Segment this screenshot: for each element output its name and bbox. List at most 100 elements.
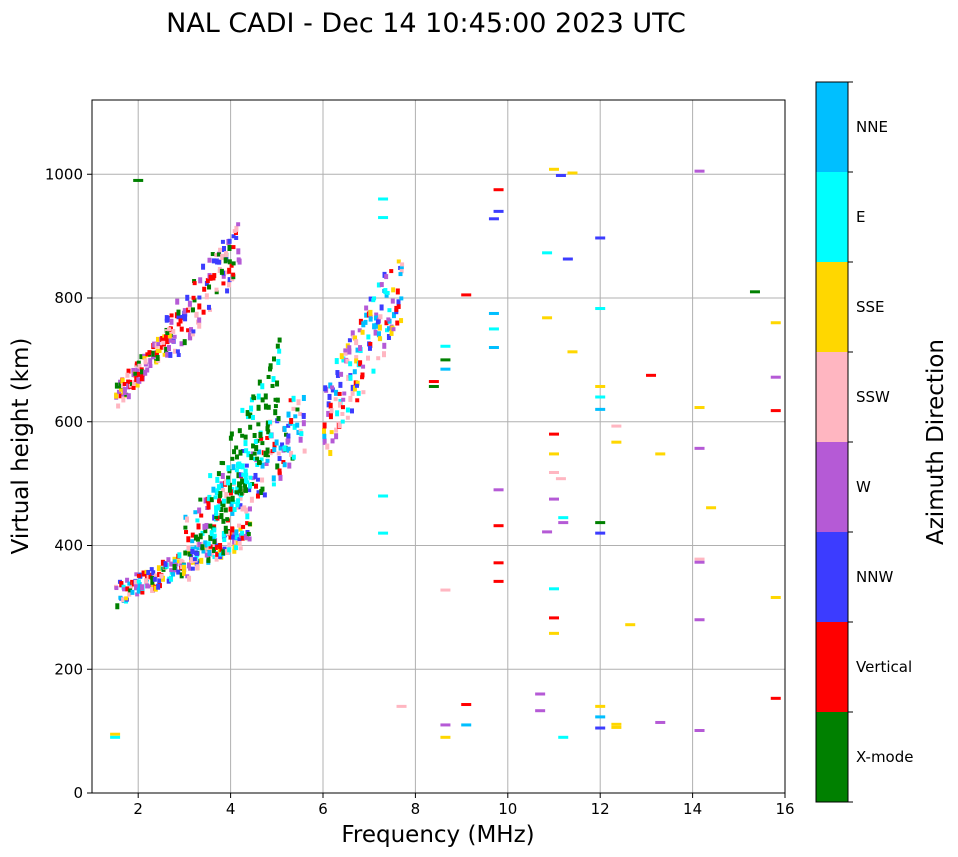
echo-point: [165, 351, 170, 358]
echo-point: [286, 423, 291, 428]
echo-point: [125, 577, 130, 583]
echo-point: [211, 275, 216, 281]
echo-point: [183, 308, 188, 315]
echo-point: [205, 278, 210, 284]
y-tick-label: 600: [54, 413, 83, 431]
echo-point: [179, 341, 184, 347]
echo-point: [348, 374, 353, 381]
echo-point: [350, 330, 355, 337]
echo-point: [136, 360, 141, 367]
echo-point: [187, 300, 192, 307]
echo-point: [136, 587, 141, 594]
echo-point: [212, 539, 217, 545]
echo-point: [145, 367, 150, 373]
echo-point: [193, 534, 198, 541]
echo-point: [296, 429, 301, 435]
echo-point: [749, 290, 760, 294]
echo-point: [142, 355, 147, 360]
echo-point: [120, 378, 125, 383]
echo-point: [257, 379, 262, 386]
echo-point: [161, 340, 166, 345]
echo-point: [171, 570, 176, 577]
echo-point: [240, 534, 245, 541]
echo-point: [143, 369, 148, 376]
echo-point: [163, 561, 168, 568]
echo-point: [493, 579, 504, 583]
echo-point: [390, 298, 395, 304]
colorbar-frame: [815, 81, 849, 803]
echo-point: [171, 328, 176, 334]
echo-point: [230, 495, 235, 502]
echo-point: [230, 526, 235, 533]
echo-point: [350, 389, 355, 396]
echo-point: [333, 397, 338, 402]
echo-point: [611, 725, 622, 729]
echo-point: [347, 345, 352, 352]
echo-point: [179, 572, 184, 579]
echo-point: [694, 618, 705, 622]
echo-point: [277, 348, 282, 354]
echo-point: [195, 564, 200, 571]
echo-point: [386, 326, 391, 332]
grid-lines: [92, 100, 786, 794]
echo-point: [155, 348, 160, 353]
echo-point: [215, 258, 220, 265]
echo-point: [555, 173, 566, 177]
echo-point: [208, 534, 213, 541]
echo-point: [154, 350, 159, 357]
colorbar-label-nnw: NNW: [856, 568, 893, 586]
echo-point: [209, 552, 214, 558]
echo-point: [231, 274, 236, 280]
echo-point: [247, 482, 252, 489]
echo-point: [212, 533, 217, 538]
echo-point: [241, 524, 246, 529]
echo-point: [229, 263, 234, 268]
echo-point: [263, 403, 268, 410]
echo-point: [238, 485, 243, 492]
echo-point: [237, 541, 242, 547]
echo-point: [181, 564, 186, 570]
x-tick-label: 10: [498, 800, 517, 818]
echo-point: [339, 371, 344, 377]
echo-point: [193, 510, 198, 515]
echo-point: [345, 407, 350, 413]
echo-point: [238, 495, 243, 501]
echo-point: [368, 309, 373, 316]
echo-point: [197, 303, 202, 310]
echo-point: [129, 382, 134, 387]
echo-point: [343, 348, 348, 353]
echo-point: [196, 559, 201, 564]
echo-point: [234, 545, 239, 551]
echo-point: [231, 234, 236, 239]
echo-point: [361, 364, 366, 369]
echo-point: [186, 536, 191, 543]
echo-point: [260, 441, 265, 446]
echo-point: [132, 380, 137, 387]
echo-point: [296, 399, 301, 406]
echo-point: [299, 431, 304, 437]
echo-point: [391, 327, 396, 332]
echo-point: [197, 322, 202, 329]
colorbar: X-mode Vertical NNW W SSW SSE E NNE: [815, 81, 913, 803]
echo-point: [391, 312, 396, 319]
echo-point: [186, 562, 191, 569]
echo-point: [114, 392, 119, 399]
echo-point: [374, 322, 379, 329]
echo-point: [329, 408, 334, 414]
echo-point: [377, 324, 382, 331]
echo-point: [274, 439, 279, 446]
echo-point: [118, 393, 123, 399]
echo-point: [218, 491, 223, 498]
echo-point: [549, 452, 559, 456]
echo-point: [595, 395, 606, 399]
echo-point: [770, 595, 781, 599]
echo-point: [368, 296, 373, 302]
echo-point: [595, 704, 606, 708]
echo-point: [221, 549, 226, 556]
echo-point: [252, 396, 257, 401]
echo-point: [169, 575, 174, 582]
echo-point: [135, 592, 140, 597]
echo-point: [209, 497, 214, 503]
echo-point: [232, 548, 237, 554]
echo-point: [595, 307, 606, 311]
